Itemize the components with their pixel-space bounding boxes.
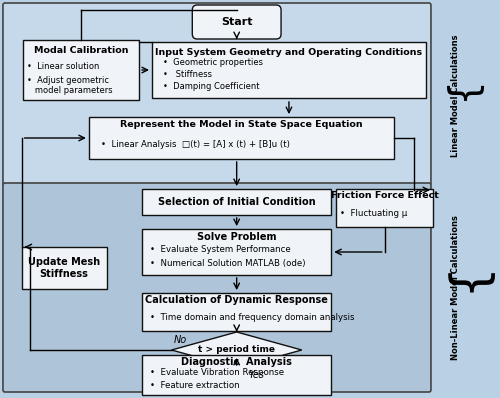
Text: •  Geometric properties: • Geometric properties [163, 58, 263, 67]
Text: t > period time: t > period time [198, 345, 275, 355]
Text: No: No [174, 335, 188, 345]
Text: •  Linear Analysis  □(t) = [A] x (t) + [B]u (t): • Linear Analysis □(t) = [A] x (t) + [B]… [101, 140, 290, 149]
Text: •  Feature extraction: • Feature extraction [150, 381, 239, 390]
Text: Friction Force Effect: Friction Force Effect [330, 191, 438, 200]
FancyBboxPatch shape [336, 189, 433, 227]
Text: Linear Model Calculations: Linear Model Calculations [451, 35, 460, 157]
FancyBboxPatch shape [142, 293, 332, 331]
Text: •  Numerical Solution MATLAB (ode): • Numerical Solution MATLAB (ode) [150, 259, 305, 268]
FancyBboxPatch shape [22, 40, 139, 100]
FancyBboxPatch shape [152, 42, 426, 98]
Text: •  Evaluate System Performance: • Evaluate System Performance [150, 245, 290, 254]
Text: Input System Geometry and Operating Conditions: Input System Geometry and Operating Cond… [156, 48, 422, 57]
Text: Yes: Yes [248, 370, 264, 380]
FancyBboxPatch shape [3, 183, 431, 392]
Text: }: } [441, 272, 489, 304]
Text: •  Adjust geometric
   model parameters: • Adjust geometric model parameters [28, 76, 113, 95]
FancyBboxPatch shape [192, 5, 281, 39]
FancyBboxPatch shape [142, 229, 332, 275]
Text: Start: Start [221, 17, 252, 27]
Text: •  Evaluate Vibration Response: • Evaluate Vibration Response [150, 368, 284, 377]
Text: Non-Linear Model Calculations: Non-Linear Model Calculations [451, 216, 460, 361]
Text: Solve Problem: Solve Problem [197, 232, 276, 242]
Polygon shape [172, 332, 302, 368]
Text: Update Mesh
Stiffness: Update Mesh Stiffness [28, 257, 100, 279]
Text: Calculation of Dynamic Response: Calculation of Dynamic Response [145, 295, 328, 305]
Text: •  Time domain and frequency domain analysis: • Time domain and frequency domain analy… [150, 313, 354, 322]
FancyBboxPatch shape [22, 247, 106, 289]
Text: Modal Calibration: Modal Calibration [34, 46, 128, 55]
Text: •  Fluctuating μ: • Fluctuating μ [340, 209, 407, 218]
Text: }: } [441, 84, 479, 108]
Text: •  Linear solution: • Linear solution [28, 62, 100, 71]
FancyBboxPatch shape [3, 3, 431, 185]
Text: Selection of Initial Condition: Selection of Initial Condition [158, 197, 316, 207]
Text: Diagnostic  Analysis: Diagnostic Analysis [181, 357, 292, 367]
Text: •   Stiffness: • Stiffness [163, 70, 212, 79]
FancyBboxPatch shape [142, 189, 332, 215]
Text: •  Damping Coefficient: • Damping Coefficient [163, 82, 260, 92]
FancyBboxPatch shape [142, 355, 332, 395]
FancyBboxPatch shape [89, 117, 394, 159]
Text: Represent the Model in State Space Equation: Represent the Model in State Space Equat… [120, 120, 363, 129]
